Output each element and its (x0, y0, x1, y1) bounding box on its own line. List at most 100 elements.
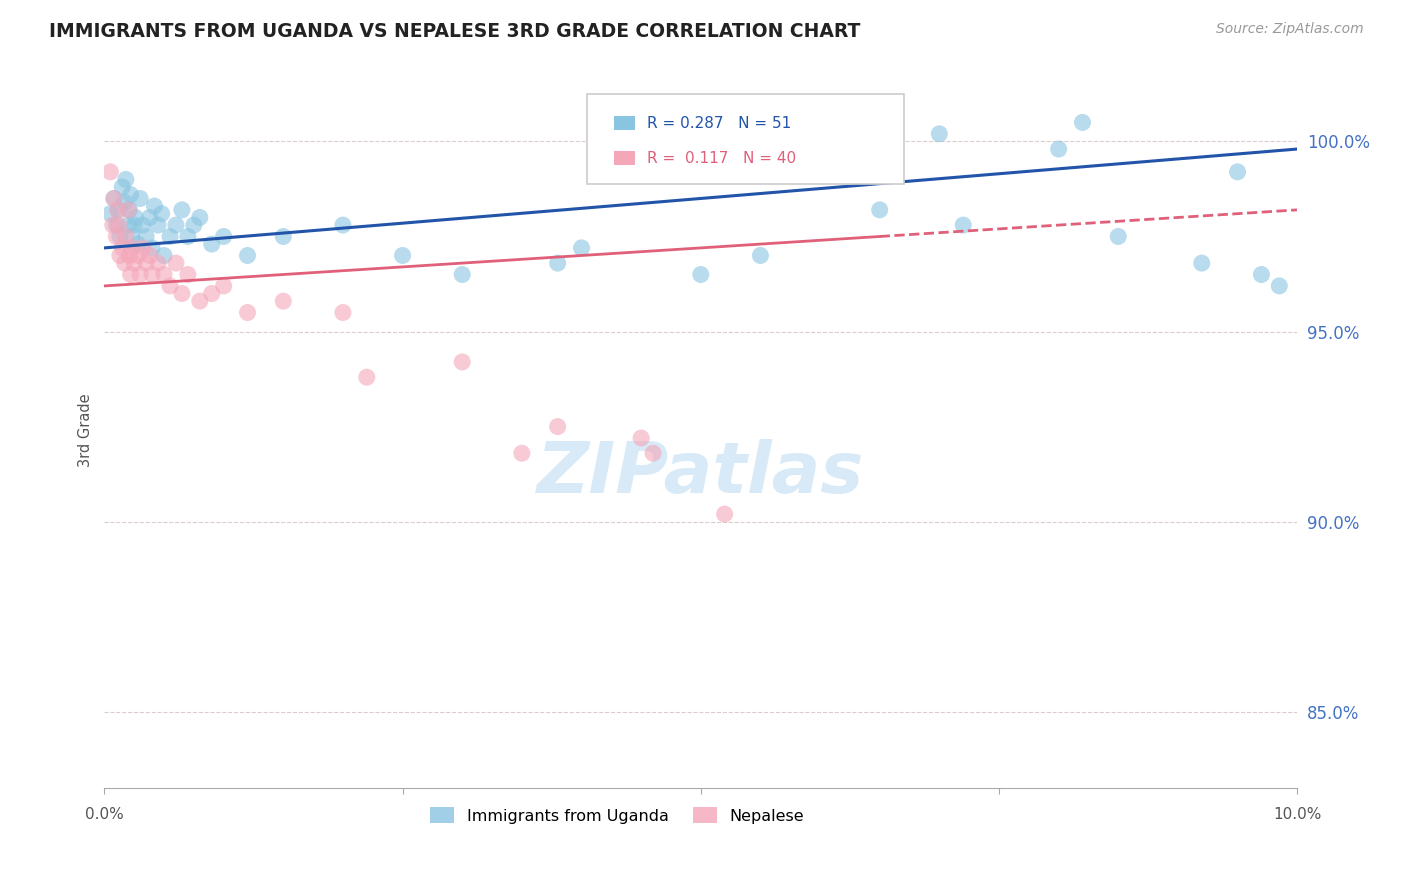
Point (146, 218, 169, 232)
Y-axis label: 3rd Grade: 3rd Grade (79, 393, 93, 467)
Point (1250, 268, 1272, 282)
Point (165, 256, 187, 270)
Point (159, 229, 181, 244)
Point (98, 207, 121, 221)
FancyBboxPatch shape (613, 152, 636, 165)
Point (212, 229, 235, 244)
Point (571, 241, 593, 255)
Point (212, 279, 235, 293)
Text: Source: ZipAtlas.com: Source: ZipAtlas.com (1216, 22, 1364, 37)
Point (107, 202, 129, 217)
Point (641, 446, 664, 460)
Point (271, 294, 294, 309)
Point (118, 248, 141, 262)
Point (135, 256, 157, 270)
Point (451, 355, 474, 369)
Point (332, 305, 354, 319)
Point (138, 211, 160, 225)
Point (170, 286, 193, 301)
Point (271, 229, 294, 244)
Point (122, 256, 145, 270)
Legend: Immigrants from Uganda, Nepalese: Immigrants from Uganda, Nepalese (425, 800, 811, 830)
Point (630, 431, 652, 445)
Point (117, 202, 139, 217)
Point (127, 248, 149, 262)
Point (183, 218, 205, 232)
Point (108, 248, 131, 262)
Point (111, 241, 134, 255)
Point (127, 237, 149, 252)
Point (114, 256, 136, 270)
Point (188, 211, 211, 225)
Text: 10.0%: 10.0% (1272, 807, 1322, 822)
Text: R =  0.117   N = 40: R = 0.117 N = 40 (647, 151, 796, 166)
Point (146, 256, 169, 270)
Point (869, 202, 891, 217)
Point (143, 199, 166, 213)
Point (121, 241, 143, 255)
Point (332, 218, 354, 232)
Point (177, 229, 200, 244)
Point (236, 248, 259, 262)
Point (131, 218, 153, 232)
Point (153, 268, 176, 282)
Point (107, 202, 129, 217)
Point (928, 127, 950, 141)
Point (131, 241, 153, 255)
Point (170, 202, 193, 217)
Point (150, 207, 173, 221)
Point (391, 248, 413, 262)
Point (105, 218, 128, 232)
Point (451, 268, 474, 282)
Text: IMMIGRANTS FROM UGANDA VS NEPALESE 3RD GRADE CORRELATION CHART: IMMIGRANTS FROM UGANDA VS NEPALESE 3RD G… (49, 22, 860, 41)
Point (138, 248, 160, 262)
Point (121, 229, 143, 244)
Point (120, 187, 142, 202)
Point (101, 218, 124, 232)
Point (135, 229, 157, 244)
Point (1107, 229, 1129, 244)
Point (107, 218, 129, 232)
Point (952, 218, 974, 232)
Point (120, 268, 142, 282)
Point (103, 191, 125, 205)
Point (1071, 115, 1094, 129)
Point (141, 268, 163, 282)
Point (188, 294, 211, 309)
Point (201, 286, 224, 301)
Point (713, 507, 735, 521)
Text: 0.0%: 0.0% (84, 807, 124, 822)
Point (124, 211, 146, 225)
Point (129, 191, 152, 205)
Point (165, 218, 187, 232)
Point (177, 268, 200, 282)
Point (98, 165, 121, 179)
Point (547, 419, 569, 434)
Point (749, 248, 772, 262)
Point (201, 237, 224, 252)
Point (689, 268, 711, 282)
Point (510, 446, 533, 460)
Point (105, 229, 128, 244)
Point (1226, 165, 1249, 179)
Point (122, 218, 145, 232)
Point (111, 180, 134, 194)
Point (129, 268, 152, 282)
Point (108, 229, 131, 244)
Point (117, 218, 139, 232)
Point (118, 202, 141, 217)
FancyBboxPatch shape (588, 95, 904, 184)
Point (1191, 256, 1213, 270)
Point (1047, 142, 1070, 156)
Point (236, 305, 259, 319)
FancyBboxPatch shape (613, 116, 636, 130)
Point (1268, 279, 1291, 293)
Point (141, 241, 163, 255)
Text: ZIPatlas: ZIPatlas (537, 439, 865, 508)
Point (159, 279, 181, 293)
Point (356, 370, 378, 384)
Point (114, 195, 136, 210)
Point (547, 256, 569, 270)
Point (115, 229, 138, 244)
Point (153, 248, 176, 262)
